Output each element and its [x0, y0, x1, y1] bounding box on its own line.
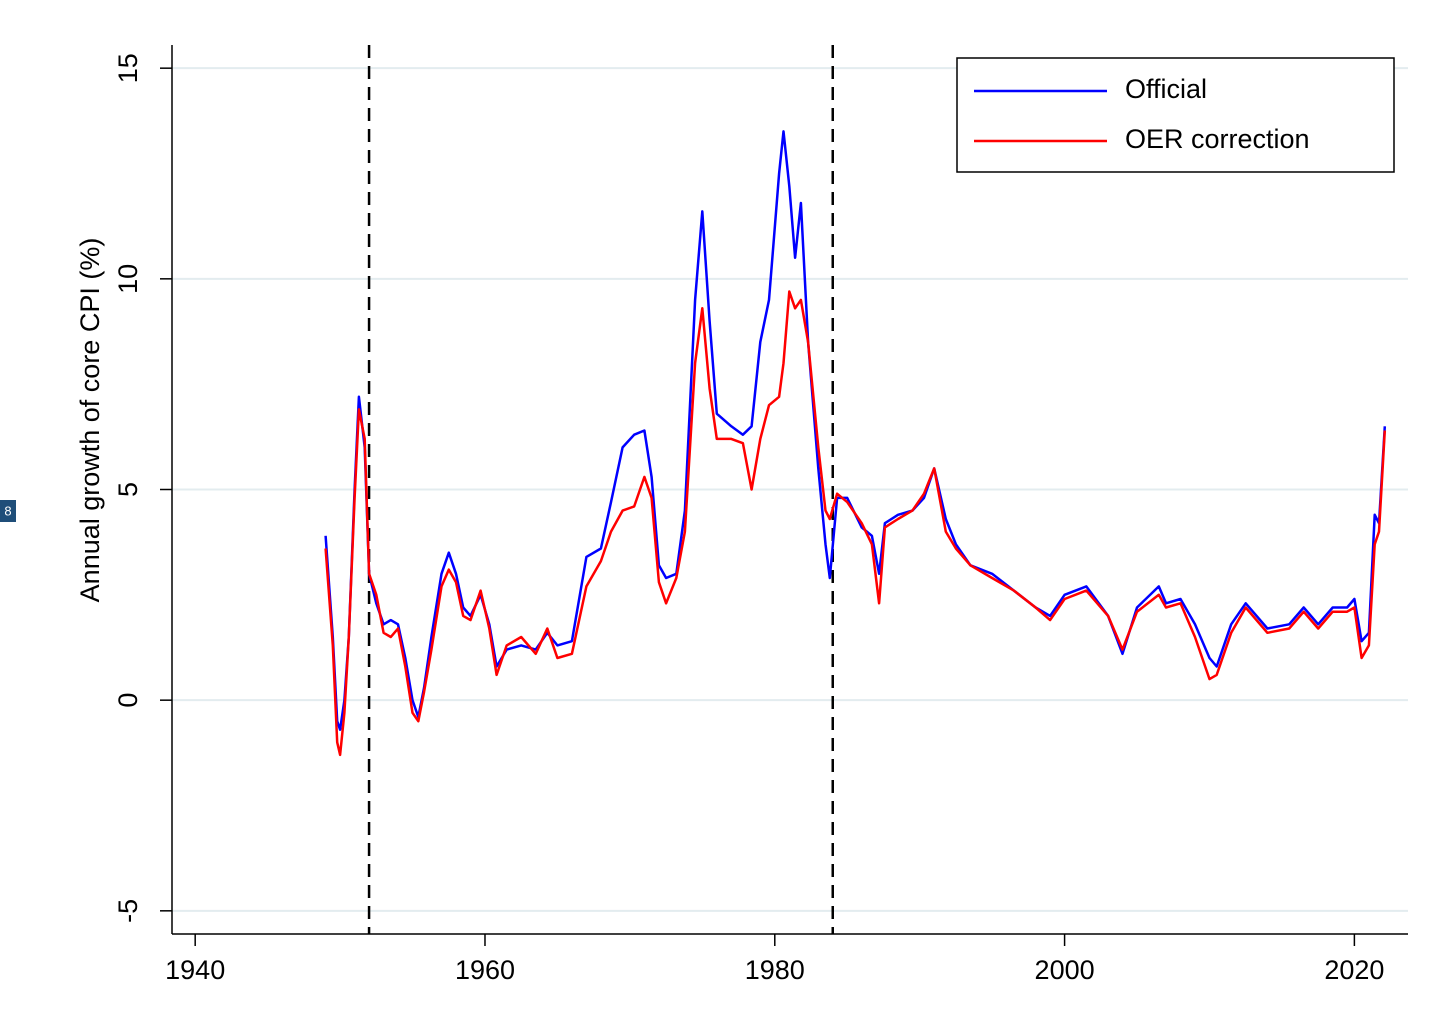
y-tick-label: 5 — [113, 482, 143, 497]
x-tick-label: 2020 — [1324, 955, 1384, 985]
y-tick-label: 10 — [113, 264, 143, 294]
x-tick-label: 2000 — [1035, 955, 1095, 985]
page-marker-box — [0, 500, 16, 522]
y-axis-label: Annual growth of core CPI (%) — [75, 238, 105, 603]
legend-label: Official — [1125, 74, 1207, 104]
y-tick-label: -5 — [113, 899, 143, 923]
x-tick-label: 1960 — [455, 955, 515, 985]
y-tick-label: 0 — [113, 693, 143, 708]
legend-box — [956, 57, 1395, 173]
series-line — [324, 290, 1387, 757]
x-tick-label: 1940 — [165, 955, 225, 985]
page-marker: 8 — [4, 503, 11, 518]
legend-label: OER correction — [1125, 124, 1310, 154]
y-tick-label: 15 — [113, 53, 143, 83]
series-line — [324, 130, 1387, 731]
x-tick-label: 1980 — [745, 955, 805, 985]
